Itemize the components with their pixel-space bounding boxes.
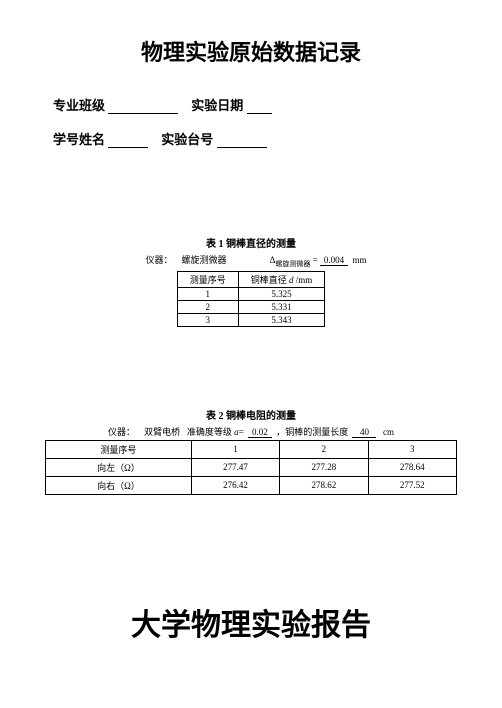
t2-left-3: 278.64	[368, 458, 456, 476]
t2-accuracy-var: a	[234, 427, 239, 437]
t2-accuracy-label: 准确度等级	[187, 427, 232, 437]
t2-left-label: 向左（Ω）	[46, 458, 192, 476]
t2-col-2: 2	[280, 440, 368, 458]
table1-title: 表 1 铜棒直径的测量	[45, 235, 457, 250]
report-title: 大学物理实验报告	[45, 600, 457, 644]
delta-unit: mm	[352, 255, 366, 265]
id-label: 学号姓名	[53, 132, 105, 147]
t2-length-label: 铜棒的测量长度	[285, 427, 348, 437]
t2-col-3: 3	[368, 440, 456, 458]
date-blank	[247, 101, 272, 114]
delta-subscript: 螺旋测微器	[275, 260, 310, 268]
t2-length-value: 40	[352, 427, 376, 438]
t2-right-3: 277.52	[368, 476, 456, 494]
t2-left-1: 277.47	[191, 458, 279, 476]
t2-length-unit: cm	[383, 427, 394, 437]
class-label: 专业班级	[53, 98, 105, 113]
table1: 测量序号 铜棒直径 d /mm 1 5.325 2 5.331 3 5.343	[177, 271, 326, 327]
t1-r2-n: 2	[177, 300, 238, 313]
t1-header-2: 铜棒直径 d /mm	[238, 271, 325, 287]
t2-instrument-label: 仪器：	[108, 427, 135, 437]
station-label: 实验台号	[161, 132, 213, 147]
table-row: 2 5.331	[177, 300, 325, 313]
page-title: 物理实验原始数据记录	[45, 35, 457, 67]
table2: 测量序号 1 2 3 向左（Ω） 277.47 277.28 278.64 向右…	[45, 440, 457, 495]
table-row: 测量序号 铜棒直径 d /mm	[177, 271, 325, 287]
t2-col-1: 1	[191, 440, 279, 458]
delta-value: 0.004	[320, 255, 348, 266]
t2-left-2: 277.28	[280, 458, 368, 476]
station-blank	[217, 135, 267, 148]
table-row: 测量序号 1 2 3	[46, 440, 457, 458]
t1-r3-n: 3	[177, 313, 238, 326]
id-blank	[108, 135, 148, 148]
table-row: 1 5.325	[177, 287, 325, 300]
date-label: 实验日期	[191, 98, 243, 113]
t1-r3-d: 5.343	[238, 313, 325, 326]
t2-right-label: 向右（Ω）	[46, 476, 192, 494]
t2-right-2: 278.62	[280, 476, 368, 494]
t1-r1-d: 5.325	[238, 287, 325, 300]
t2-header-label: 测量序号	[46, 440, 192, 458]
instrument-label: 仪器：	[146, 255, 173, 265]
table-row: 向右（Ω） 276.42 278.62 277.52	[46, 476, 457, 494]
table-row: 向左（Ω） 277.47 277.28 278.64	[46, 458, 457, 476]
t2-instrument-name: 双臂电桥	[144, 427, 180, 437]
t2-right-1: 276.42	[191, 476, 279, 494]
t1-r1-n: 1	[177, 287, 238, 300]
table1-instrument-row: 仪器： 螺旋测微器 Δ螺旋测微器 = 0.004 mm	[45, 253, 457, 269]
class-blank	[108, 101, 178, 114]
form-row-2: 学号姓名 实验台号	[45, 129, 457, 148]
table2-title: 表 2 铜棒电阻的测量	[45, 407, 457, 422]
t1-header-1: 测量序号	[177, 271, 238, 287]
t1-r2-d: 5.331	[238, 300, 325, 313]
instrument-name: 螺旋测微器	[182, 255, 227, 265]
form-row-1: 专业班级 实验日期	[45, 95, 457, 114]
table-row: 3 5.343	[177, 313, 325, 326]
table2-instrument-row: 仪器： 双臂电桥 准确度等级 a= 0.02 ，铜棒的测量长度 40 cm	[45, 425, 457, 438]
t2-accuracy-value: 0.02	[248, 427, 272, 438]
